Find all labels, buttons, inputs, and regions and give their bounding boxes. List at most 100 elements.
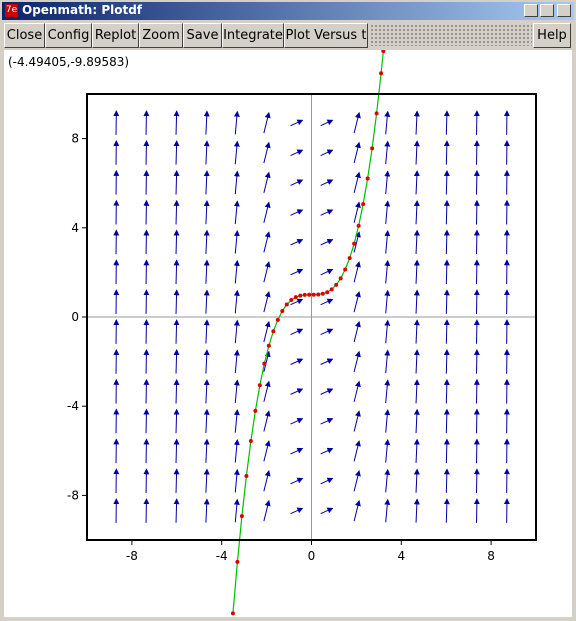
field-arrow [384,200,391,224]
toolbar-button[interactable]: Save [183,23,222,48]
field-arrow [263,231,271,253]
field-arrow [353,470,361,492]
field-arrow [353,499,361,522]
field-arrow [413,289,420,314]
field-arrow [443,438,450,464]
trajectory-point [379,71,384,76]
field-arrow [353,290,361,313]
help-button[interactable]: Help [533,23,571,48]
field-arrow [173,140,180,165]
field-arrow [203,199,210,225]
field-arrow [263,320,271,343]
field-arrow [384,379,391,404]
field-arrow [353,350,361,373]
field-arrow [353,410,361,432]
field-arrow [320,418,334,425]
field-arrow [413,498,420,523]
field-arrow [173,438,180,464]
y-tick-label: -4 [67,399,79,413]
field-arrow [263,171,271,193]
field-arrow [290,477,304,485]
trajectory-point [239,514,244,519]
field-arrow [203,140,210,165]
y-tick-label: -8 [67,488,79,502]
field-arrow [203,408,210,434]
field-arrow [203,259,210,284]
field-arrow [290,119,304,127]
toolbar-button[interactable]: Integrate [222,23,284,48]
field-arrow [263,141,271,164]
field-arrow [443,349,450,374]
trajectory-point [343,267,348,272]
field-arrow [353,440,361,462]
field-arrow [320,298,334,306]
field-arrow [384,140,391,165]
field-arrow [320,179,334,186]
trajectory-point [284,302,289,307]
trajectory-point [356,223,361,228]
field-arrow [320,477,334,485]
trajectory-point [253,408,258,413]
field-arrow [203,349,210,374]
field-arrow [413,468,420,493]
field-arrow [413,110,420,135]
toolbar-button[interactable]: Close [4,23,45,48]
field-arrow [203,110,210,135]
field-arrow [320,447,334,455]
field-arrow [320,358,334,365]
field-arrow [413,199,420,225]
field-arrow [353,201,361,223]
field-arrow [233,229,240,254]
x-tick-label: 4 [397,549,405,563]
field-arrow [290,209,304,216]
trajectory-point [262,361,267,366]
toolbar-button[interactable]: Zoom [139,23,183,48]
field-arrow [413,259,420,284]
trajectory-point [235,559,240,564]
field-arrow [384,409,391,433]
field-arrow [233,200,240,224]
field-arrow [173,199,180,225]
field-arrow [443,229,450,255]
toolbar-button[interactable]: Plot Versus t [284,23,368,48]
y-tick-label: 4 [71,221,79,235]
maximize-button[interactable] [540,4,554,17]
field-arrow [203,468,210,493]
field-arrow [384,170,391,195]
field-arrow [173,259,180,284]
field-arrow [290,179,304,186]
field-arrow [203,379,210,404]
trajectory-point [244,473,249,478]
trajectory-point [381,50,386,54]
field-arrow [233,259,240,284]
field-arrow [413,319,420,344]
field-arrow [263,470,271,492]
field-arrow [290,358,304,365]
trajectory-point [365,176,370,181]
field-arrow [320,268,334,276]
field-arrow [173,378,180,404]
toolbar-button[interactable]: Config [45,23,92,48]
field-arrow [443,468,450,493]
field-arrow [263,499,271,522]
field-arrow [263,440,271,462]
toolbar-button[interactable]: Replot [92,23,139,48]
field-arrow [173,498,180,523]
field-arrow [263,111,271,134]
field-arrow [384,468,391,493]
field-arrow [443,110,450,135]
trajectory-point [347,256,352,261]
x-tick-label: 0 [308,549,316,563]
field-arrow [173,110,180,135]
field-arrow [173,408,180,434]
field-arrow [443,259,450,284]
field-arrow [233,409,240,433]
field-arrow [290,298,304,306]
field-arrow [353,261,361,283]
field-arrow [173,229,180,255]
minimize-button[interactable] [524,4,538,17]
trajectory-point [266,343,271,348]
trajectory-point [293,295,298,300]
close-window-button[interactable] [557,4,571,17]
field-arrow [233,438,240,463]
